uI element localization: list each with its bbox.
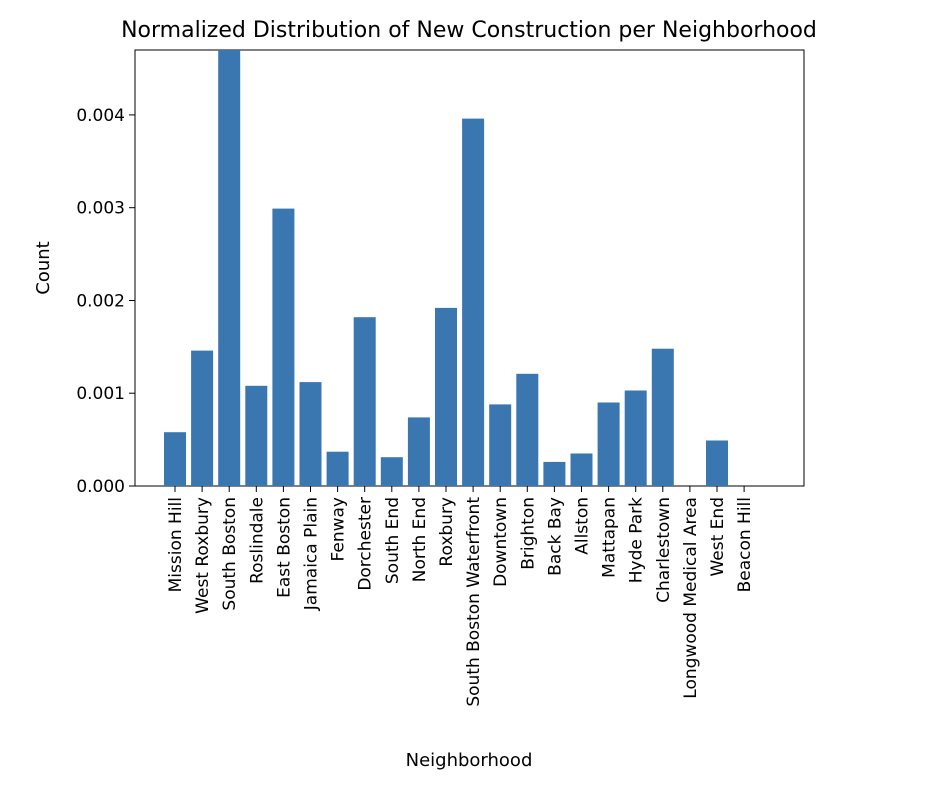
bar xyxy=(516,373,539,486)
bar xyxy=(353,317,376,486)
x-tick-label: Roxbury xyxy=(437,497,457,567)
x-tick-label: Downtown xyxy=(491,497,511,587)
x-tick-label: Back Bay xyxy=(545,497,565,576)
x-tick-label: Mission Hill xyxy=(166,497,186,592)
bar xyxy=(651,348,674,486)
bar xyxy=(407,417,430,486)
bar xyxy=(624,390,647,486)
y-tick-label: 0.000 xyxy=(76,477,125,497)
x-tick-label: Longwood Medical Area xyxy=(681,497,701,699)
bar xyxy=(218,50,241,486)
bars xyxy=(164,50,728,486)
bar xyxy=(380,457,403,486)
x-tick-label: East Boston xyxy=(274,497,294,598)
y-tick-label: 0.001 xyxy=(76,384,125,404)
x-tick-label: Charlestown xyxy=(654,497,674,603)
bar xyxy=(326,451,349,486)
bar xyxy=(597,402,620,486)
x-tick-label: Fenway xyxy=(329,497,349,561)
x-axis-label: Neighborhood xyxy=(406,750,533,771)
bar xyxy=(164,432,186,486)
x-tick-label: South Boston Waterfront xyxy=(464,497,484,707)
y-tick-label: 0.003 xyxy=(76,199,125,219)
x-tick-label: Hyde Park xyxy=(627,497,647,583)
x-tick-label: West Roxbury xyxy=(193,497,213,614)
y-axis-label: Count xyxy=(33,241,54,294)
x-tick-label: North End xyxy=(410,497,430,582)
y-tick-label: 0.004 xyxy=(76,106,125,126)
chart-title: Normalized Distribution of New Construct… xyxy=(121,18,817,43)
bar xyxy=(299,382,322,486)
y-tick-label: 0.002 xyxy=(76,292,125,312)
bar xyxy=(462,118,485,486)
bar xyxy=(272,208,295,486)
x-tick-label: Jamaica Plain xyxy=(302,497,322,611)
x-tick-label: Mattapan xyxy=(600,497,620,578)
x-tick-label: Dorchester xyxy=(356,497,376,591)
x-tick-label: Allston xyxy=(573,497,593,555)
x-tick-label: Brighton xyxy=(518,497,538,570)
bar xyxy=(543,461,566,486)
x-tick-label: West End xyxy=(708,497,728,577)
x-tick-label: Roslindale xyxy=(247,497,267,584)
bar xyxy=(570,453,593,486)
bar xyxy=(245,385,268,486)
bar xyxy=(435,307,457,486)
plot-area: 0.000 0.001 0.002 0.003 0.004 Mission Hill We… xyxy=(76,49,805,707)
bar xyxy=(706,440,728,486)
y-axis: 0.000 0.001 0.002 0.003 0.004 xyxy=(76,106,135,497)
x-axis: Mission Hill West Roxbury South Boston Rosl… xyxy=(166,486,755,707)
bar xyxy=(191,350,214,486)
x-tick-label: South Boston xyxy=(220,497,240,611)
bar xyxy=(489,404,512,486)
x-tick-label: Beacon Hill xyxy=(735,497,755,592)
x-tick-label: South End xyxy=(383,497,403,584)
